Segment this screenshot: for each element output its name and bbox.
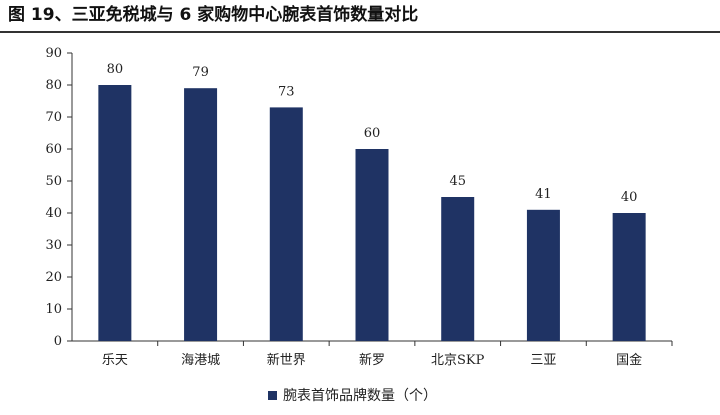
y-tick-label: 20 <box>45 270 62 285</box>
data-labels: 80 79 73 60 45 41 40 <box>107 62 638 205</box>
bar <box>98 85 132 341</box>
x-category-label: 国金 <box>616 352 642 368</box>
axes: 0 10 20 30 40 50 60 70 80 90 乐天 海港城 新世界 新罗 北京SKP 三亚 国金 <box>45 46 673 368</box>
x-category-label: 新罗 <box>359 352 385 368</box>
bars <box>98 85 646 342</box>
data-label: 60 <box>364 126 381 141</box>
x-category-label: 北京SKP <box>431 353 485 368</box>
data-label: 40 <box>621 190 638 205</box>
x-category-label: 海港城 <box>181 353 220 368</box>
bar <box>269 107 303 342</box>
y-tick-label: 0 <box>54 334 62 349</box>
bar <box>612 213 646 341</box>
bar <box>184 88 218 341</box>
x-category-label: 三亚 <box>530 353 556 368</box>
y-tick-label: 80 <box>45 78 62 93</box>
chart-title: 图 19、三亚免税城与 6 家购物中心腕表首饰数量对比 <box>8 5 419 25</box>
data-label: 73 <box>278 84 295 99</box>
x-category-label: 新世界 <box>267 352 306 368</box>
bar <box>526 209 560 341</box>
y-tick-label: 70 <box>45 110 62 125</box>
y-tick-label: 40 <box>45 206 62 221</box>
y-tick-label: 10 <box>45 302 62 317</box>
data-label: 80 <box>107 62 124 77</box>
y-tick-label: 50 <box>45 174 62 189</box>
bar <box>355 149 389 341</box>
title-divider <box>0 31 720 33</box>
legend-swatch <box>268 391 277 400</box>
data-label: 41 <box>535 187 552 202</box>
legend-label: 腕表首饰品牌数量（个） <box>283 387 437 404</box>
bar <box>441 197 475 341</box>
x-category-label: 乐天 <box>102 353 128 368</box>
legend: 腕表首饰品牌数量（个） <box>268 387 437 404</box>
y-tick-label: 90 <box>45 46 62 61</box>
data-label: 45 <box>449 174 466 189</box>
y-tick-label: 30 <box>45 238 62 253</box>
data-label: 79 <box>192 65 209 80</box>
y-tick-label: 60 <box>45 142 62 157</box>
